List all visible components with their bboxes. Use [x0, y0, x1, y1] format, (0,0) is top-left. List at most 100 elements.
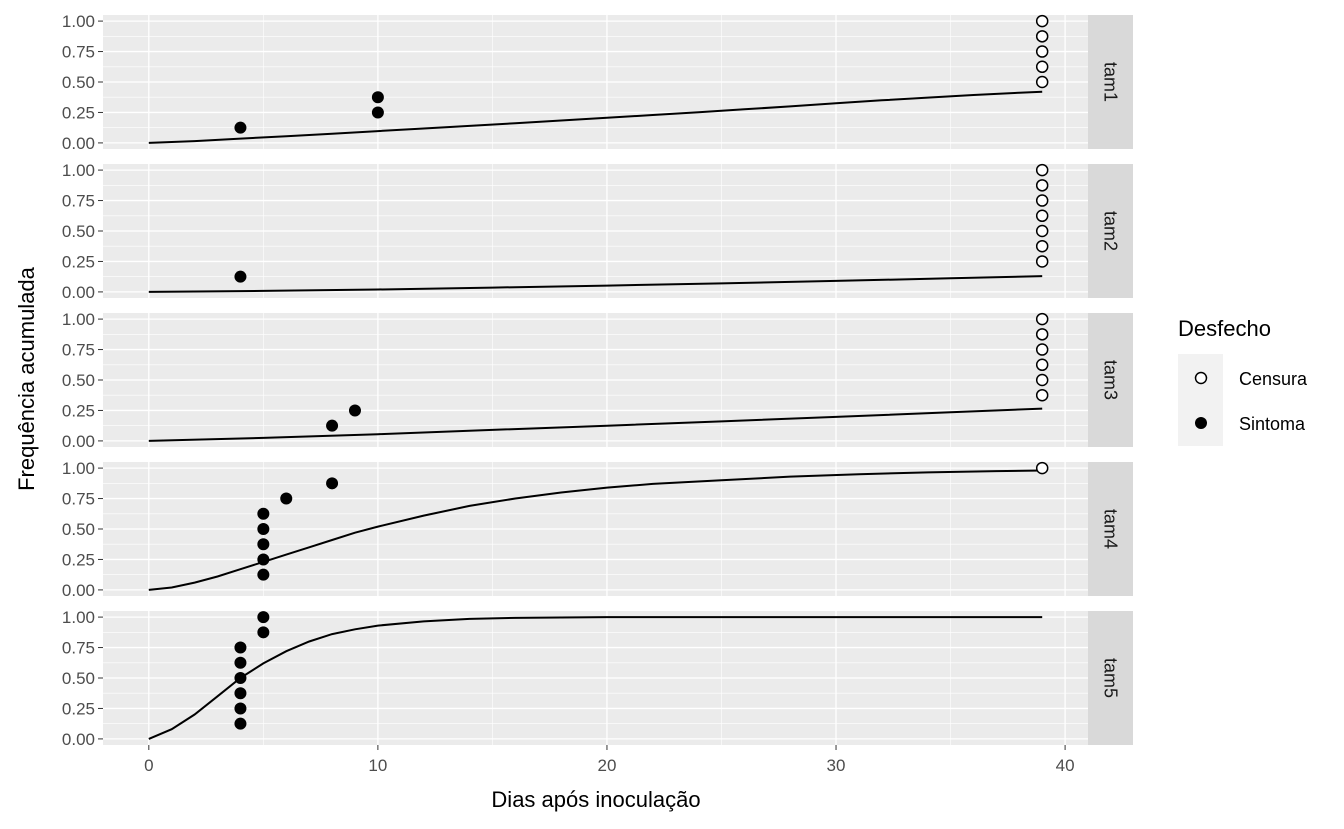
sintoma-point: [280, 492, 293, 505]
censura-point: [1035, 358, 1049, 372]
facet-panel-tam2: 0.00 0.25 0.50 0.75 1.00 tam2: [62, 161, 1133, 302]
sintoma-point: [257, 553, 270, 566]
y-tick-label: 0.00: [62, 283, 95, 302]
facet-panel-tam4: 0.00 0.25 0.50 0.75 1.00 tam4: [62, 459, 1133, 600]
sintoma-point: [234, 717, 247, 730]
x-tick-label: 10: [368, 756, 387, 775]
sintoma-point: [257, 523, 270, 535]
facet-strip-label: tam3: [1101, 360, 1121, 400]
y-tick-label: 0.75: [62, 341, 95, 360]
y-tick-label: 0.75: [62, 490, 95, 509]
y-tick-label: 0.00: [62, 581, 95, 600]
y-tick-label: 1.00: [62, 608, 95, 627]
censura-point: [1035, 255, 1049, 268]
legend: Desfecho Censura Sintoma: [1178, 316, 1308, 446]
sintoma-point: [234, 687, 247, 700]
censura-point: [1035, 60, 1049, 74]
facet-panel-tam1: 0.00 0.25 0.50 0.75 1.00 tam1: [62, 12, 1133, 153]
fitted-curve-line: [148, 275, 1043, 293]
fitted-curve-line: [148, 90, 1043, 144]
censura-point: [1035, 343, 1049, 356]
y-tick-label: 0.00: [62, 730, 95, 749]
legend-title: Desfecho: [1178, 316, 1271, 341]
legend-label-censura: Censura: [1239, 369, 1308, 389]
y-tick-label: 0.25: [62, 103, 95, 122]
sintoma-point: [348, 404, 361, 417]
facet-panels: 0.00 0.25 0.50 0.75 1.00 tam1 0.00 0.25 0.50 0.75…: [62, 12, 1133, 749]
sintoma-point: [234, 672, 247, 684]
legend-key-background: [1178, 354, 1223, 446]
sintoma-point: [257, 626, 270, 639]
x-tick-label: 30: [827, 756, 846, 775]
y-tick-label: 0.50: [62, 222, 95, 241]
sintoma-point: [234, 702, 247, 715]
y-tick-label: 1.00: [62, 459, 95, 478]
facet-strip-label: tam2: [1101, 211, 1121, 251]
censura-point: [1035, 312, 1049, 326]
y-tick-label: 0.25: [62, 401, 95, 420]
censura-point: [1035, 163, 1049, 177]
censura-point: [1035, 224, 1049, 238]
sintoma-point: [234, 121, 247, 134]
censura-point: [1035, 75, 1049, 89]
y-tick-label: 0.50: [62, 520, 95, 539]
y-tick-label: 0.25: [62, 699, 95, 718]
facet-panel-tam5: 0.00 0.25 0.50 0.75 1.00 tam5: [62, 608, 1133, 749]
sintoma-point: [234, 656, 247, 669]
y-tick-label: 1.00: [62, 12, 95, 31]
censura-point: [1035, 328, 1049, 341]
legend-key-sintoma-filled-circle: [1195, 417, 1207, 429]
facet-strip: [1088, 611, 1133, 745]
censura-point: [1035, 45, 1049, 58]
y-tick-label: 0.25: [62, 252, 95, 271]
x-axis: 0 10 20 30 40: [144, 745, 1075, 775]
censura-point: [1035, 239, 1049, 253]
y-tick-label: 0.75: [62, 639, 95, 658]
censura-point: [1035, 14, 1049, 28]
censura-point: [1035, 388, 1049, 402]
sintoma-point: [257, 611, 270, 624]
facet-strip-label: tam5: [1101, 658, 1121, 698]
censura-point: [1035, 179, 1049, 192]
sintoma-point: [371, 106, 384, 119]
facet-strip: [1088, 313, 1133, 447]
sintoma-point: [371, 91, 384, 104]
y-tick-label: 0.50: [62, 669, 95, 688]
facet-strip: [1088, 462, 1133, 596]
y-tick-label: 0.50: [62, 371, 95, 390]
censura-point: [1035, 461, 1049, 475]
sintoma-point: [257, 568, 270, 581]
legend-key-censura-open-circle: [1194, 371, 1208, 385]
sintoma-point: [257, 538, 270, 551]
sintoma-point: [326, 477, 339, 490]
sintoma-point: [234, 641, 247, 654]
y-tick-label: 0.75: [62, 192, 95, 211]
x-axis-title: Dias após inoculação: [491, 787, 700, 812]
sintoma-point: [257, 507, 270, 520]
censura-point: [1035, 209, 1049, 223]
censura-point: [1035, 30, 1049, 43]
y-tick-label: 0.50: [62, 73, 95, 92]
facet-panel-tam3: 0.00 0.25 0.50 0.75 1.00 tam3: [62, 310, 1133, 451]
facet-strip-label: tam1: [1101, 62, 1121, 102]
legend-label-sintoma: Sintoma: [1239, 414, 1306, 434]
facet-strip-label: tam4: [1101, 509, 1121, 549]
y-tick-label: 0.00: [62, 134, 95, 153]
x-tick-label: 40: [1056, 756, 1075, 775]
x-tick-label: 0: [144, 756, 153, 775]
y-tick-label: 1.00: [62, 161, 95, 180]
censura-point: [1035, 194, 1049, 207]
sintoma-point: [326, 419, 339, 432]
fitted-curve-line: [148, 407, 1043, 442]
y-tick-label: 1.00: [62, 310, 95, 329]
facet-strip: [1088, 15, 1133, 149]
sintoma-point: [234, 270, 247, 283]
y-axis-title: Frequência acumulada: [14, 266, 39, 491]
censura-point: [1035, 373, 1049, 387]
facet-strip: [1088, 164, 1133, 298]
y-tick-label: 0.00: [62, 432, 95, 451]
fitted-curve-line: [148, 469, 1043, 591]
y-tick-label: 0.25: [62, 550, 95, 569]
fitted-curve-line: [148, 616, 1043, 740]
